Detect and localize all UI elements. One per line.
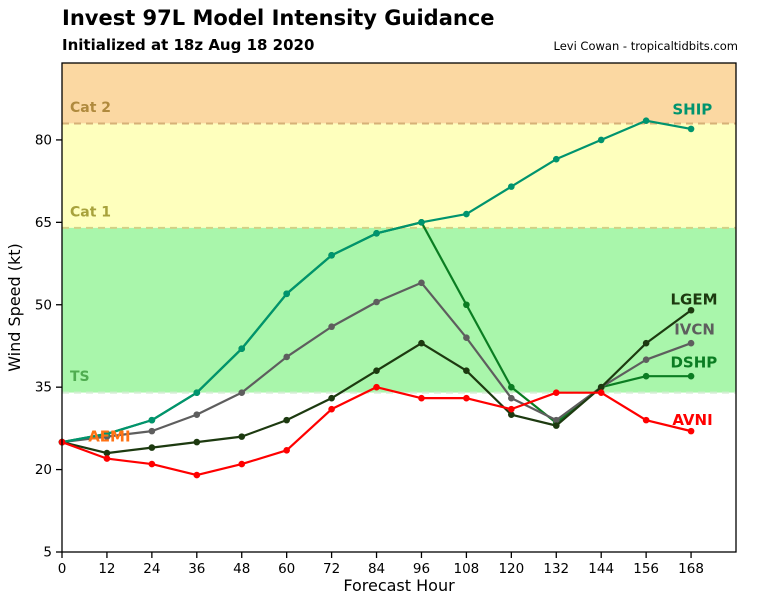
series-point-lgem [642,339,650,347]
x-tick-label: 132 [543,561,569,577]
series-point-avni [687,427,695,435]
y-tick-label: 35 [35,380,52,396]
series-point-avni [463,394,470,402]
series-point-lgem [328,394,335,402]
series-point-lgem [552,422,560,429]
series-point-avni [328,405,335,413]
series-point-lgem [418,339,425,347]
series-point-ship [283,290,290,298]
series-point-lgem [238,433,246,440]
series-label-ivcn: IVCN [674,320,715,338]
series-point-ship [463,210,470,218]
series-point-ivcn [328,323,335,331]
band-cat2-plus [62,63,736,124]
series-point-ivcn [552,416,560,424]
series-point-ship [103,430,111,438]
series-label-avni: AVNI [672,411,712,429]
series-label-dshp: DSHP [670,353,717,371]
x-tick-label: 144 [588,561,614,577]
x-tick-label: 120 [498,561,524,577]
series-point-ivcn [148,427,156,435]
series-point-dshp [642,372,650,380]
x-tick-label: 72 [323,561,340,577]
series-point-ivcn [463,334,470,342]
series-point-lgem [597,383,605,391]
series-point-ship [552,155,560,163]
credit-text: Levi Cowan - tropicaltidbits.com [553,39,739,53]
series-point-lgem [373,367,380,374]
y-tick-label: 65 [35,215,52,231]
x-tick-label: 0 [58,561,67,577]
page-title: Invest 97L Model Intensity Guidance [62,6,495,30]
x-tick-label: 84 [368,561,385,577]
x-tick-label: 24 [143,561,160,577]
series-point-avni [508,405,515,413]
series-point-avni [283,447,290,454]
series-point-avni [597,389,605,396]
series-point-ivcn [418,279,425,287]
series-point-ship [642,117,650,124]
series-point-avni [642,416,650,424]
series-point-lgem [508,411,515,418]
series-point-ivcn [283,353,290,361]
series-label-lgem: LGEM [670,290,717,308]
series-label-ship: SHIP [672,101,712,119]
series-label-aemi: AEMI [88,428,130,446]
series-point-avni [193,471,201,479]
x-axis-label: Forecast Hour [343,576,455,595]
series-point-dshp [508,383,515,391]
x-tick-label: 48 [233,561,250,577]
y-tick-label: 5 [43,545,52,561]
series-point-ship [597,136,605,144]
band-ts-zone [62,227,736,393]
series-point-ivcn [238,389,246,396]
x-tick-label: 108 [454,561,480,577]
series-point-lgem [463,367,470,374]
init-time-subtitle: Initialized at 18z Aug 18 2020 [62,36,315,54]
series-point-avni [552,389,560,396]
series-point-dshp [687,372,695,380]
x-tick-label: 168 [678,561,704,577]
series-point-ivcn [642,356,650,363]
zone-label-cat1: Cat 1 [70,204,111,220]
series-point-ship [193,389,201,396]
series-point-ship [373,230,380,237]
x-tick-label: 12 [98,561,115,577]
series-point-lgem [103,449,111,457]
band-below-ts [62,392,736,552]
series-point-avni [373,383,380,391]
series-point-lgem [283,416,290,424]
band-cat1-zone [62,123,736,228]
y-tick-label: 20 [35,462,52,478]
zone-label-ts: TS [70,369,90,385]
x-tick-label: 60 [278,561,295,577]
y-tick-label: 50 [35,297,52,313]
x-tick-label: 36 [188,561,205,577]
series-point-avni [418,394,425,402]
series-point-avni [103,455,111,462]
series-point-ship [687,125,695,133]
y-tick-label: 80 [35,132,52,148]
series-point-ship [418,219,425,226]
plot-frame [61,62,737,553]
series-point-ivcn [687,339,695,347]
series-point-ivcn [193,411,201,418]
x-tick-label: 96 [413,561,430,577]
series-point-ship [328,252,335,259]
zone-label-cat2: Cat 2 [70,100,111,116]
series-point-dshp [463,301,470,309]
series-point-lgem [148,444,156,451]
series-point-lgem [687,306,695,314]
series-point-avni [148,460,156,468]
series-point-ship [238,345,246,353]
series-point-ivcn [508,394,515,402]
series-point-ivcn [373,298,380,306]
y-axis-label: Wind Speed (kt) [5,243,24,372]
series-point-ship [508,183,515,190]
series-point-avni [238,460,246,468]
series-point-lgem [193,438,201,446]
x-tick-label: 156 [633,561,659,577]
series-point-ship [148,416,156,424]
